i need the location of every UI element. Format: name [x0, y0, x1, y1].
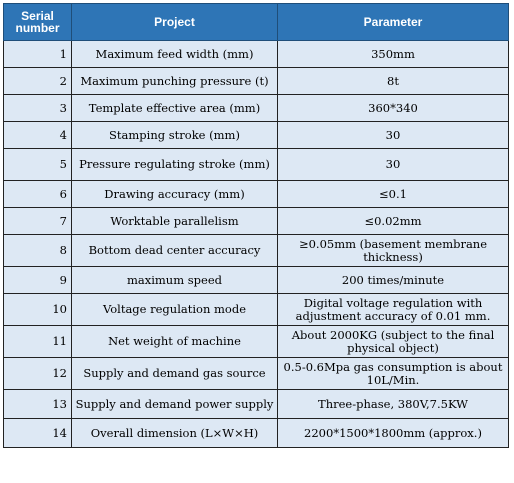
cell-project: Maximum feed width (mm) [71, 40, 278, 68]
cell-serial: 10 [3, 293, 72, 326]
spec-table: Serial number Project Parameter 1 Maximu… [3, 3, 509, 448]
cell-serial: 4 [3, 121, 72, 149]
cell-project: Net weight of machine [71, 325, 278, 358]
cell-parameter: 30 [277, 148, 509, 181]
cell-project: Stamping stroke (mm) [71, 121, 278, 149]
table-row: 1 Maximum feed width (mm) 350mm [3, 40, 509, 68]
cell-parameter: 8t [277, 67, 509, 95]
cell-serial: 9 [3, 266, 72, 294]
table-row: 7 Worktable parallelism ≤0.02mm [3, 207, 509, 235]
header-parameter: Parameter [277, 3, 509, 41]
header-serial: Serial number [3, 3, 72, 41]
cell-parameter: 200 times/minute [277, 266, 509, 294]
table-row: 9 maximum speed 200 times/minute [3, 266, 509, 294]
cell-parameter: 2200*1500*1800mm (approx.) [277, 418, 509, 448]
table-row: 6 Drawing accuracy (mm) ≤0.1 [3, 180, 509, 208]
cell-parameter: Digital voltage regulation with adjustme… [277, 293, 509, 326]
cell-serial: 5 [3, 148, 72, 181]
cell-serial: 2 [3, 67, 72, 95]
cell-serial: 1 [3, 40, 72, 68]
cell-project: maximum speed [71, 266, 278, 294]
table-row: 14 Overall dimension (L×W×H) 2200*1500*1… [3, 418, 509, 448]
cell-serial: 14 [3, 418, 72, 448]
cell-serial: 8 [3, 234, 72, 267]
cell-parameter: 350mm [277, 40, 509, 68]
cell-serial: 13 [3, 389, 72, 419]
table-row: 13 Supply and demand power supply Three-… [3, 389, 509, 419]
cell-parameter: 30 [277, 121, 509, 149]
cell-project: Bottom dead center accuracy [71, 234, 278, 267]
table-row: 2 Maximum punching pressure (t) 8t [3, 67, 509, 95]
cell-serial: 6 [3, 180, 72, 208]
table-row: 4 Stamping stroke (mm) 30 [3, 121, 509, 149]
table-row: 8 Bottom dead center accuracy ≥0.05mm (b… [3, 234, 509, 267]
table-row: 5 Pressure regulating stroke (mm) 30 [3, 148, 509, 181]
cell-parameter: About 2000KG (subject to the final physi… [277, 325, 509, 358]
header-project: Project [71, 3, 278, 41]
cell-serial: 11 [3, 325, 72, 358]
cell-serial: 7 [3, 207, 72, 235]
cell-project: Drawing accuracy (mm) [71, 180, 278, 208]
cell-project: Worktable parallelism [71, 207, 278, 235]
cell-serial: 3 [3, 94, 72, 122]
spec-table-container: Serial number Project Parameter 1 Maximu… [3, 3, 509, 448]
cell-parameter: ≥0.05mm (basement membrane thickness) [277, 234, 509, 267]
cell-parameter: 0.5-0.6Mpa gas consumption is about 10L/… [277, 357, 509, 390]
table-row: 12 Supply and demand gas source 0.5-0.6M… [3, 357, 509, 390]
cell-project: Supply and demand gas source [71, 357, 278, 390]
cell-parameter: Three-phase, 380V,7.5KW [277, 389, 509, 419]
cell-project: Voltage regulation mode [71, 293, 278, 326]
cell-project: Overall dimension (L×W×H) [71, 418, 278, 448]
table-row: 10 Voltage regulation mode Digital volta… [3, 293, 509, 326]
table-row: 11 Net weight of machine About 2000KG (s… [3, 325, 509, 358]
cell-project: Maximum punching pressure (t) [71, 67, 278, 95]
cell-parameter: ≤0.1 [277, 180, 509, 208]
cell-parameter: ≤0.02mm [277, 207, 509, 235]
cell-project: Pressure regulating stroke (mm) [71, 148, 278, 181]
cell-parameter: 360*340 [277, 94, 509, 122]
cell-project: Supply and demand power supply [71, 389, 278, 419]
header-row: Serial number Project Parameter [3, 3, 509, 41]
cell-project: Template effective area (mm) [71, 94, 278, 122]
cell-serial: 12 [3, 357, 72, 390]
table-row: 3 Template effective area (mm) 360*340 [3, 94, 509, 122]
